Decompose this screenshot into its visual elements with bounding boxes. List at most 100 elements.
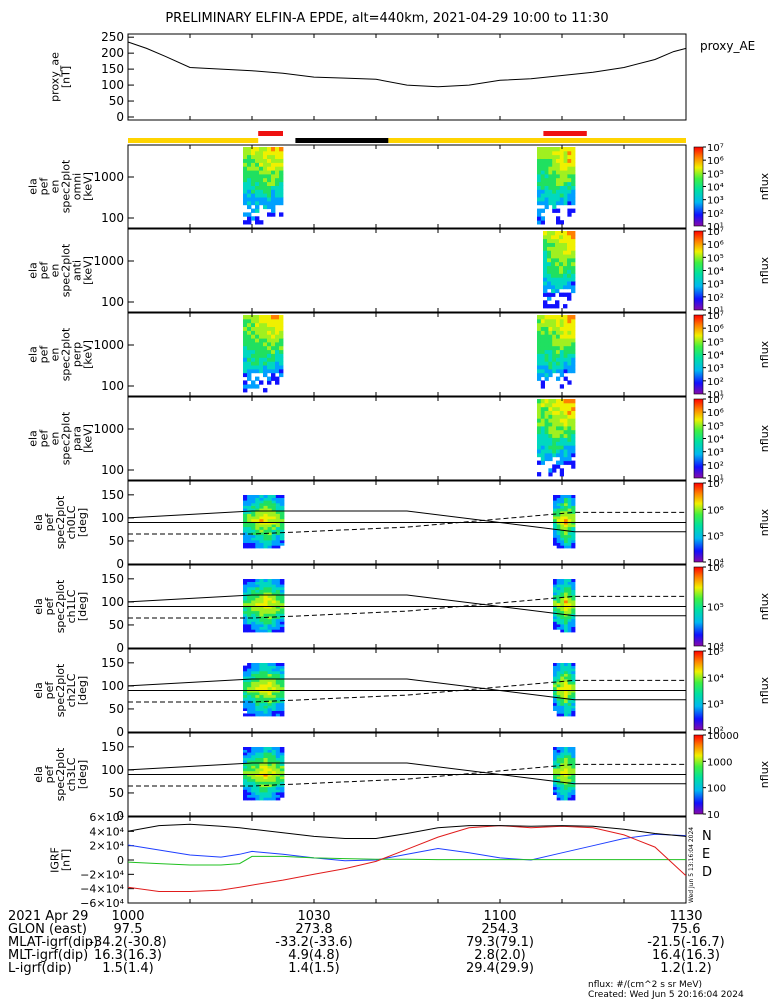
- spectrogram-pixel: [555, 269, 560, 274]
- spectrogram-pixel: [537, 315, 542, 320]
- spectrogram-pixel: [564, 770, 569, 774]
- y-tick-label: 1000: [93, 170, 124, 184]
- spectrogram-pixel: [571, 692, 576, 696]
- spectrogram-pixel: [255, 626, 260, 630]
- spectrogram-pixel: [259, 526, 264, 530]
- spectrogram-pixel: [556, 589, 561, 593]
- spectrogram-pixel: [553, 513, 558, 517]
- spectrogram-pixel: [559, 410, 564, 415]
- spectrogram-pixel: [548, 433, 553, 438]
- spectrogram-pixel: [548, 353, 553, 358]
- spectrogram-pixel: [275, 579, 281, 582]
- spectrogram-pixel: [263, 624, 268, 627]
- spectrogram-pixel: [263, 581, 268, 585]
- spectrogram-pixel: [567, 676, 572, 680]
- spectrogram-pixel: [544, 177, 549, 183]
- spectrogram-pixel: [567, 292, 572, 297]
- spectrogram-pixel: [267, 495, 273, 498]
- spectrogram-pixel: [553, 497, 558, 501]
- spectrogram-pixel: [263, 713, 268, 717]
- spectrogram-pixel: [552, 208, 557, 213]
- spectrogram-pixel: [553, 589, 558, 593]
- spectrogram-pixel: [564, 600, 569, 604]
- spectrogram-pixel: [564, 526, 569, 530]
- spectrogram-pixel: [548, 437, 553, 442]
- spectrogram-pixel: [243, 189, 248, 194]
- spectrogram-pixel: [567, 592, 572, 596]
- spectrogram-pixel: [267, 616, 273, 620]
- spectrogram-pixel: [255, 752, 260, 756]
- spectrogram-pixel: [564, 692, 569, 696]
- spectrogram-pixel: [279, 747, 285, 750]
- spectrogram-pixel: [548, 445, 553, 450]
- spectrogram-pixel: [251, 700, 256, 704]
- proxy-ae-ylabel-line: [nT]: [60, 66, 73, 88]
- spectrogram-pixel: [275, 747, 281, 750]
- spectrogram-pixel: [556, 365, 561, 370]
- spectrogram-pixel: [259, 597, 264, 601]
- spectrogram-pixel: [247, 376, 252, 381]
- spectrogram-pixel: [271, 189, 276, 194]
- spectrogram-pixel: [567, 231, 572, 236]
- spectrogram-pixel: [571, 261, 576, 267]
- spectrogram-pixel: [567, 626, 572, 630]
- spectrogram-pixel: [267, 193, 272, 198]
- pitch-angle-ylabel-line: ch1LC: [65, 589, 78, 623]
- spectrogram-pixel: [275, 166, 280, 171]
- spectrogram-pixel: [279, 513, 285, 517]
- spectrogram-pixel: [564, 516, 569, 520]
- side-timestamp: Wed Jun 5 13:16:04 2024: [688, 827, 695, 903]
- spectrogram-pixel: [551, 231, 556, 236]
- spectrogram-pixel: [267, 177, 272, 183]
- spectrogram-pixel: [271, 610, 277, 614]
- spectrogram-pixel: [263, 778, 268, 782]
- spectrogram-pixel: [267, 665, 273, 669]
- spectrogram-pixel: [275, 349, 280, 354]
- spectrogram-pixel: [247, 372, 252, 378]
- spectrogram-pixel: [243, 697, 248, 701]
- spectrogram-pixel: [267, 353, 272, 358]
- spectrogram-pixel: [567, 755, 572, 758]
- pitch-angle-ylabel-line: spec2plot: [54, 495, 67, 549]
- spectrogram-pixel: [552, 330, 557, 335]
- spectrogram-pixel: [547, 242, 552, 247]
- spectrogram-pixel: [537, 425, 542, 431]
- spectrogram-pixel: [556, 665, 561, 669]
- spectrogram-pixel: [567, 200, 572, 206]
- spectrogram-pixel: [243, 505, 248, 509]
- spectrogram-pixel: [563, 422, 568, 427]
- spectrogram-pixel: [255, 341, 260, 347]
- spectrogram-pixel: [247, 326, 252, 331]
- spectrogram-pixel: [263, 694, 268, 698]
- spectrogram-pixel: [556, 220, 561, 225]
- spectrogram-pixel: [563, 200, 568, 206]
- spectrogram-pixel: [552, 349, 557, 354]
- spectrogram-pixel: [251, 150, 256, 156]
- spectrogram-pixel: [547, 234, 552, 240]
- spectrogram-pixel: [540, 372, 545, 378]
- spectrogram-pixel: [547, 231, 552, 236]
- spectrogram-pixel: [544, 162, 549, 167]
- page-title: PRELIMINARY ELFIN-A EPDE, alt=440km, 202…: [165, 11, 608, 26]
- spectrogram-pixel: [553, 665, 558, 669]
- spectrogram-pixel: [564, 608, 569, 612]
- y-tick-label: 0: [116, 110, 124, 124]
- spectrogram-pixel: [243, 353, 248, 358]
- spectrogram-pixel: [556, 792, 561, 795]
- spectrogram-pixel: [567, 794, 572, 798]
- spectrogram-pixel: [564, 584, 569, 588]
- spectrogram-pixel: [275, 540, 281, 543]
- spectrogram-pixel: [567, 757, 572, 761]
- spectrogram-pixel: [553, 671, 558, 674]
- spectrogram-pixel: [247, 200, 252, 206]
- spectrogram-pixel: [251, 338, 256, 343]
- spectrogram-pixel: [263, 613, 268, 617]
- spectrogram-pixel: [553, 747, 558, 750]
- spectrogram-pixel: [567, 579, 572, 582]
- loss-cone-line: [127, 678, 686, 701]
- spectrogram-pixel: [567, 663, 572, 666]
- y-tick-label: 0: [117, 854, 124, 867]
- spectrogram-pixel: [552, 154, 557, 159]
- spectrogram-pixel: [563, 292, 568, 297]
- spectrogram-pixel: [563, 231, 568, 236]
